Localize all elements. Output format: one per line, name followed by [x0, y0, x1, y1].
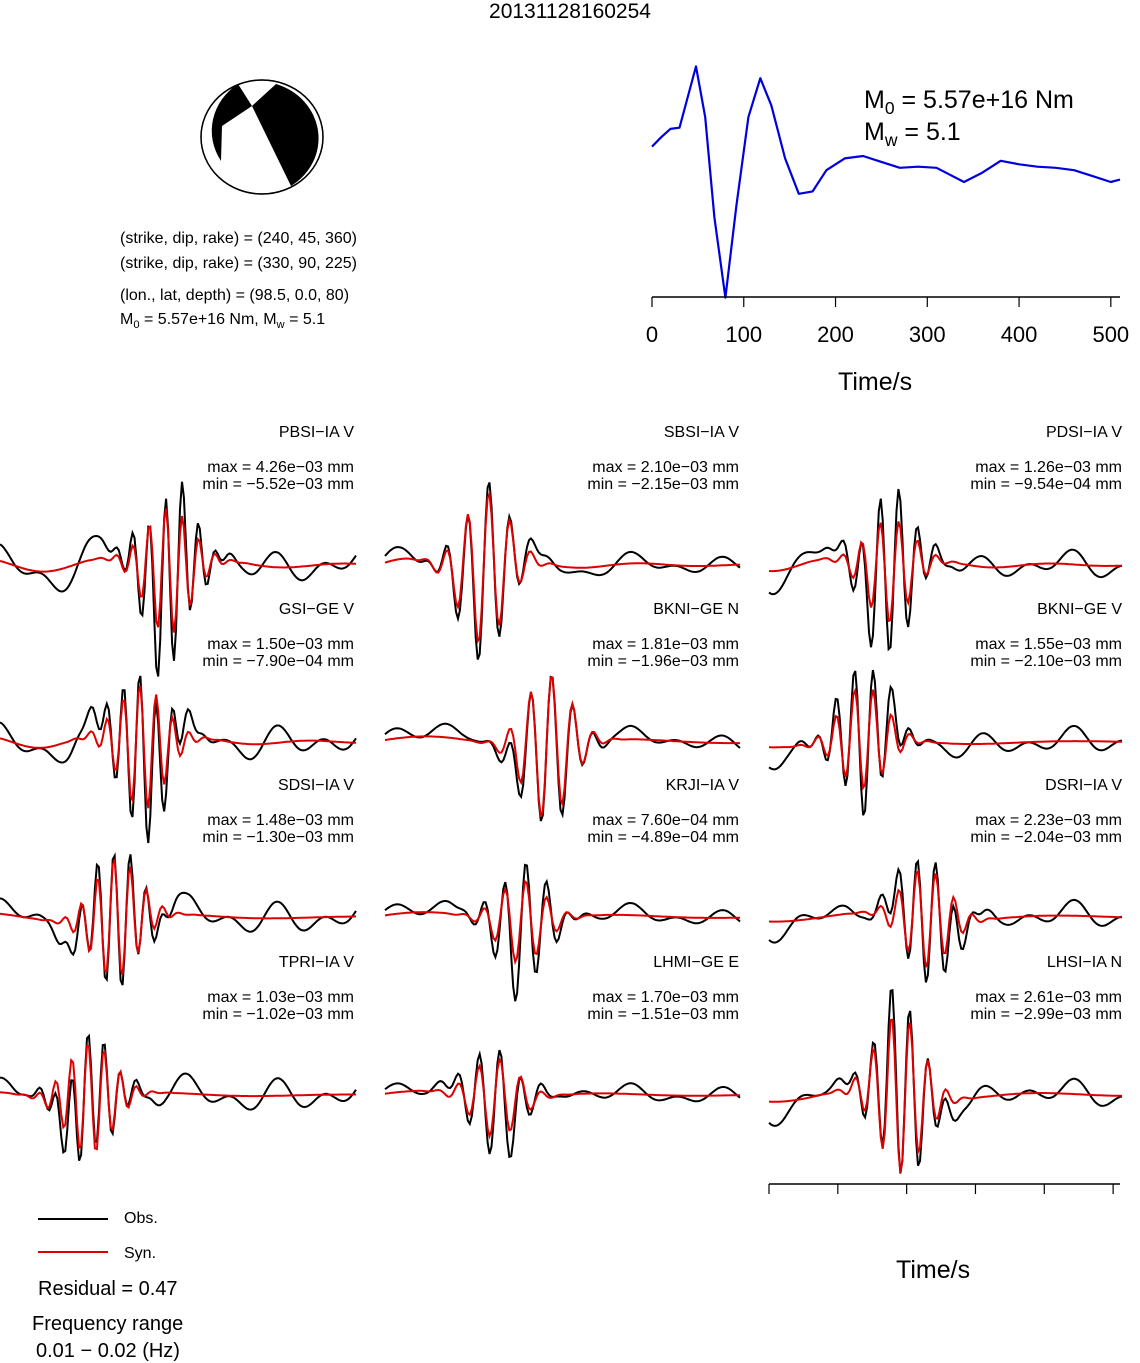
waveform-panels: 0 100 200 300 400 500 — [0, 481, 1132, 1210]
station-name-7: KRJI−IA V — [665, 777, 739, 794]
station-max-amplitude-0: max = 4.26e−03 mm — [207, 459, 354, 476]
obs-trace-9 — [0, 1033, 357, 1162]
syn-trace-7 — [384, 879, 740, 966]
station-min-amplitude-0: min = −5.52e−03 mm — [202, 476, 354, 493]
stf-mw-label: Mw = 5.1 — [864, 118, 961, 150]
figure-title: 20131128160254 — [489, 0, 651, 23]
syn-trace-10 — [384, 1056, 740, 1140]
obs-trace-3 — [0, 675, 357, 844]
station-min-amplitude-9: min = −1.02e−03 mm — [202, 1006, 354, 1023]
station-name-4: BKNI−GE N — [653, 601, 739, 618]
station-min-amplitude-4: min = −1.96e−03 mm — [587, 653, 739, 670]
syn-trace-3 — [0, 685, 357, 809]
stf-m0-label: M0 = 5.57e+16 Nm — [864, 86, 1074, 118]
station-min-amplitude-5: min = −2.10e−03 mm — [970, 653, 1122, 670]
station-name-2: PDSI−IA V — [1045, 424, 1122, 441]
obs-trace-1 — [384, 482, 741, 660]
station-name-1: SBSI−IA V — [663, 424, 739, 441]
station-max-amplitude-11: max = 2.61e−03 mm — [975, 989, 1122, 1006]
legend-obs-label: Obs. — [124, 1210, 158, 1227]
station-min-amplitude-10: min = −1.51e−03 mm — [587, 1006, 739, 1023]
station-max-amplitude-6: max = 1.48e−03 mm — [207, 812, 354, 829]
stf-x-tick-label-100: 100 — [725, 322, 762, 347]
obs-trace-7 — [384, 863, 741, 1002]
station-min-amplitude-11: min = −2.99e−03 mm — [970, 1006, 1122, 1023]
station-max-amplitude-10: max = 1.70e−03 mm — [592, 989, 739, 1006]
stf-x-axis-label: Time/s — [838, 368, 913, 396]
syn-trace-0 — [0, 508, 357, 633]
station-name-3: GSI−GE V — [278, 601, 354, 618]
bottom-x-axis-label: Time/s — [896, 1256, 971, 1284]
stf-x-tick-label-200: 200 — [817, 322, 854, 347]
syn-trace-11 — [768, 1018, 1123, 1174]
legend — [38, 1218, 108, 1253]
obs-trace-2 — [768, 488, 1123, 652]
station-min-amplitude-2: min = −9.54e−04 mm — [970, 476, 1122, 493]
obs-trace-8 — [768, 858, 1123, 983]
stf-x-tick-label-0: 0 — [646, 322, 658, 347]
station-min-amplitude-3: min = −7.90e−04 mm — [202, 653, 354, 670]
bottom-x-tick-label-500: 500 — [1095, 1208, 1132, 1210]
frequency-range-title: Frequency range — [32, 1313, 184, 1335]
bottom-x-tick-label-100: 100 — [819, 1208, 856, 1210]
syn-trace-8 — [768, 869, 1122, 968]
station-name-5: BKNI−GE V — [1037, 601, 1122, 618]
syn-trace-6 — [0, 857, 356, 975]
syn-trace-2 — [768, 521, 1123, 623]
bottom-x-tick-label-400: 400 — [1026, 1208, 1063, 1210]
stf-curve — [651, 65, 1121, 299]
station-name-6: SDSI−IA V — [277, 777, 354, 794]
beachball-compressional-quadrant-2 — [252, 84, 319, 186]
stf-x-tick-label-500: 500 — [1092, 322, 1129, 347]
obs-trace-10 — [384, 1049, 741, 1159]
location-line: (lon., lat, depth) = (98.5, 0.0, 80) — [120, 287, 350, 304]
station-max-amplitude-1: max = 2.10e−03 mm — [592, 459, 739, 476]
stf-mw-value: = 5.1 — [897, 118, 961, 146]
mechanism-line-2: (strike, dip, rake) = (330, 90, 225) — [120, 255, 357, 272]
station-min-amplitude-1: min = −2.15e−03 mm — [587, 476, 739, 493]
stf-m0-value: = 5.57e+16 Nm — [894, 86, 1074, 114]
station-max-amplitude-7: max = 7.60e−04 mm — [592, 812, 739, 829]
beachball-compressional-quadrant-1 — [211, 84, 252, 161]
station-min-amplitude-6: min = −1.30e−03 mm — [202, 829, 354, 846]
syn-trace-5 — [769, 686, 1123, 791]
bottom-x-tick-label-0: 0 — [763, 1208, 775, 1210]
obs-trace-5 — [768, 669, 1123, 816]
source-time-function-plot: 0 100 200 300 400 500 — [646, 65, 1129, 347]
m0-value: = 5.57e+16 Nm, M — [139, 311, 277, 328]
obs-trace-6 — [0, 852, 357, 986]
residual-label: Residual = 0.47 — [38, 1278, 178, 1300]
beachball-focal-mechanism — [200, 79, 324, 195]
bottom-x-tick-label-200: 200 — [888, 1208, 925, 1210]
moment-line: M0 = 5.57e+16 Nm, Mw = 5.1 — [120, 311, 326, 332]
syn-trace-4 — [384, 676, 740, 818]
station-name-0: PBSI−IA V — [278, 424, 354, 441]
station-max-amplitude-8: max = 2.23e−03 mm — [975, 812, 1122, 829]
station-name-11: LHSI−IA N — [1046, 954, 1122, 971]
stf-x-tick-label-400: 400 — [1001, 322, 1038, 347]
bottom-x-tick-label-300: 300 — [957, 1208, 994, 1210]
station-name-8: DSRI−IA V — [1045, 777, 1122, 794]
station-min-amplitude-8: min = −2.04e−03 mm — [970, 829, 1122, 846]
station-max-amplitude-5: max = 1.55e−03 mm — [975, 636, 1122, 653]
mw-value: = 5.1 — [284, 311, 326, 328]
obs-trace-11 — [768, 988, 1123, 1174]
station-min-amplitude-7: min = −4.89e−04 mm — [587, 829, 739, 846]
station-max-amplitude-4: max = 1.81e−03 mm — [592, 636, 739, 653]
legend-syn-label: Syn. — [124, 1245, 157, 1262]
stf-x-tick-label-300: 300 — [909, 322, 946, 347]
syn-trace-1 — [384, 490, 741, 645]
m0-symbol: M — [120, 311, 134, 328]
station-name-10: LHMI−GE E — [653, 954, 739, 971]
station-max-amplitude-3: max = 1.50e−03 mm — [207, 636, 354, 653]
station-max-amplitude-2: max = 1.26e−03 mm — [975, 459, 1122, 476]
frequency-range-value: 0.01 − 0.02 (Hz) — [36, 1340, 180, 1362]
station-name-9: TPRI−IA V — [278, 954, 354, 971]
station-max-amplitude-9: max = 1.03e−03 mm — [207, 989, 354, 1006]
syn-trace-9 — [0, 1044, 356, 1151]
mechanism-line-1: (strike, dip, rake) = (240, 45, 360) — [120, 230, 357, 247]
